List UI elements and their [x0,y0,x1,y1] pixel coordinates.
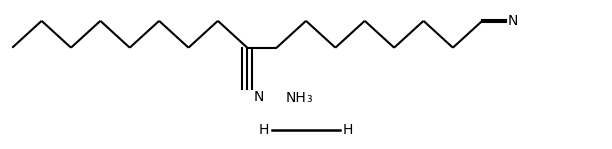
Text: H: H [343,123,353,137]
Text: N: N [507,14,518,28]
Text: H: H [259,123,269,137]
Text: N: N [253,90,264,104]
Text: ₃: ₃ [306,91,312,105]
Text: NH: NH [285,91,306,105]
